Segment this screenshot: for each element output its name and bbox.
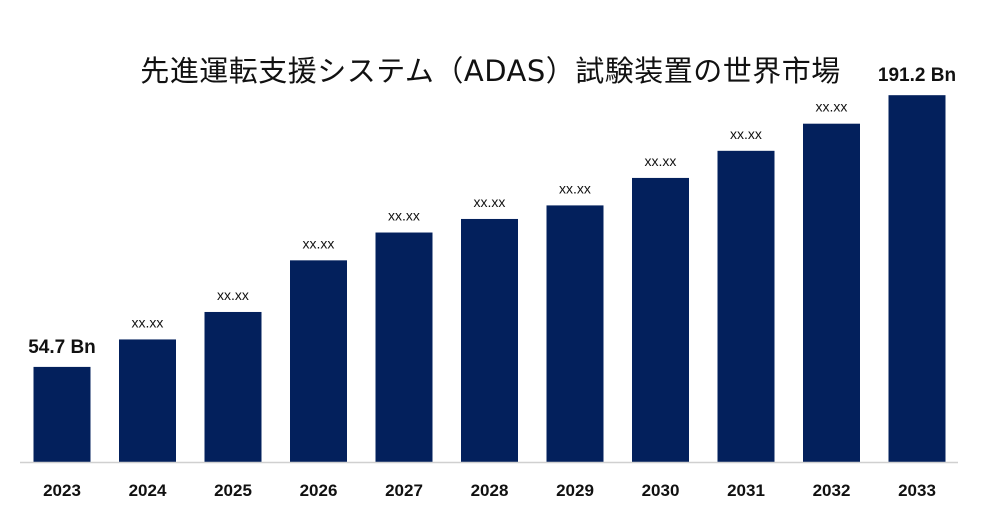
x-tick-label-2030: 2030: [642, 481, 680, 500]
data-labels-group: 54.7 Bn xx.xx xx.xx xx.xx xx.xx xx.xx xx.xx xx.…: [28, 65, 956, 358]
data-label-2032: xx.xx: [816, 99, 848, 115]
data-label-2025: xx.xx: [217, 287, 249, 303]
x-tick-label-2023: 2023: [43, 481, 81, 500]
bar-2028: [461, 218, 518, 462]
bar-2023: [33, 366, 91, 462]
bar-2024: [119, 339, 176, 462]
bar-2029: [546, 205, 604, 462]
x-tick-label-2033: 2033: [898, 481, 936, 500]
x-tick-label-2029: 2029: [556, 481, 594, 500]
x-tick-label-2032: 2032: [813, 481, 851, 500]
bar-2031: [717, 150, 775, 463]
x-tick-label-2031: 2031: [727, 481, 765, 500]
data-label-2030: xx.xx: [645, 153, 677, 169]
data-label-2028: xx.xx: [474, 194, 506, 210]
x-tick-label-2025: 2025: [214, 481, 252, 500]
x-tick-label-2026: 2026: [300, 481, 338, 500]
data-label-2023: 54.7 Bn: [28, 337, 96, 358]
bar-2027: [375, 232, 433, 462]
data-label-2031: xx.xx: [730, 126, 762, 142]
data-label-2027: xx.xx: [388, 208, 420, 224]
bar-2032: [803, 123, 860, 463]
bar-2025: [204, 311, 262, 462]
x-tick-label-2027: 2027: [385, 481, 423, 500]
bar-2033: [888, 95, 946, 462]
bar-2026: [290, 260, 347, 462]
data-label-2026: xx.xx: [303, 235, 335, 251]
data-label-2024: xx.xx: [132, 314, 164, 330]
bar-2030: [632, 177, 689, 463]
data-label-2033: 191.2 Bn: [878, 65, 956, 86]
bars-group: [33, 95, 946, 463]
x-tick-label-2024: 2024: [129, 481, 167, 500]
chart-title: 先進運転支援システム（ADAS）試験装置の世界市場: [140, 54, 841, 88]
x-tick-labels-group: 2023 2024 2025 2026 2027 2028 2029 2030 2031 2032…: [43, 481, 936, 500]
data-label-2029: xx.xx: [559, 180, 591, 196]
x-tick-label-2028: 2028: [471, 481, 509, 500]
